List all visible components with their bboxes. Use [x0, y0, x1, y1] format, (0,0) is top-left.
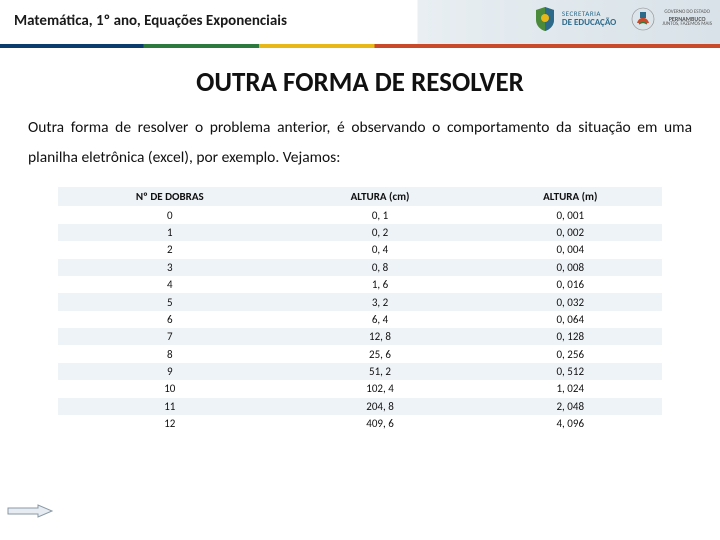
header-logos: SECRETARIA DE EDUCAÇÃO GOVERNO DO ESTADO… [534, 6, 712, 32]
table-cell: 0, 4 [282, 241, 479, 258]
table-cell: 0, 256 [479, 345, 662, 362]
table-cell: 3 [58, 259, 282, 276]
table-cell: 25, 6 [282, 345, 479, 362]
table-row: 20, 40, 004 [58, 241, 662, 258]
table-row: 12409, 64, 096 [58, 415, 662, 432]
table-cell: 0, 512 [479, 363, 662, 380]
arrow-icon [6, 504, 54, 518]
table-row: 712, 80, 128 [58, 328, 662, 345]
table-cell: 10 [58, 380, 282, 397]
table-cell: 0 [58, 206, 282, 223]
table-cell: 1, 6 [282, 276, 479, 293]
table-row: 53, 20, 032 [58, 293, 662, 310]
table-cell: 8 [58, 345, 282, 362]
table-cell: 1, 024 [479, 380, 662, 397]
table-cell: 0, 016 [479, 276, 662, 293]
data-table: Nº DE DOBRASALTURA (cm)ALTURA (m) 00, 10… [58, 187, 662, 432]
table-cell: 2 [58, 241, 282, 258]
table-cell: 1 [58, 224, 282, 241]
table-cell: 0, 032 [479, 293, 662, 310]
table-row: 825, 60, 256 [58, 345, 662, 362]
table-cell: 6 [58, 311, 282, 328]
table-cell: 102, 4 [282, 380, 479, 397]
logo-pernambuco: GOVERNO DO ESTADO PERNAMBUCO JUNTOS, FAZ… [630, 6, 712, 32]
table-cell: 9 [58, 363, 282, 380]
table-header-cell: Nº DE DOBRAS [58, 187, 282, 206]
logo-line: JUNTOS, FAZEMOS MAIS [662, 22, 712, 28]
table-row: 951, 20, 512 [58, 363, 662, 380]
table-cell: 409, 6 [282, 415, 479, 432]
table-row: 30, 80, 008 [58, 259, 662, 276]
data-table-wrap: Nº DE DOBRASALTURA (cm)ALTURA (m) 00, 10… [28, 187, 692, 432]
logo-secretaria: SECRETARIA DE EDUCAÇÃO [534, 6, 616, 32]
body-paragraph: Outra forma de resolver o problema anter… [28, 113, 692, 173]
table-header-cell: ALTURA (cm) [282, 187, 479, 206]
table-header-cell: ALTURA (m) [479, 187, 662, 206]
table-cell: 0, 008 [479, 259, 662, 276]
table-cell: 4, 096 [479, 415, 662, 432]
slide-content: OUTRA FORMA DE RESOLVER Outra forma de r… [0, 48, 720, 432]
table-row: 11204, 82, 048 [58, 398, 662, 415]
table-row: 10, 20, 002 [58, 224, 662, 241]
table-cell: 12 [58, 415, 282, 432]
table-cell: 0, 128 [479, 328, 662, 345]
table-row: 41, 60, 016 [58, 276, 662, 293]
table-cell: 7 [58, 328, 282, 345]
table-cell: 3, 2 [282, 293, 479, 310]
table-cell: 0, 2 [282, 224, 479, 241]
table-cell: 2, 048 [479, 398, 662, 415]
table-row: 66, 40, 064 [58, 311, 662, 328]
table-cell: 12, 8 [282, 328, 479, 345]
table-cell: 51, 2 [282, 363, 479, 380]
state-emblem-icon [630, 6, 656, 32]
table-row: 00, 10, 001 [58, 206, 662, 223]
shield-icon [534, 6, 556, 32]
page-title: OUTRA FORMA DE RESOLVER [28, 66, 692, 99]
table-cell: 11 [58, 398, 282, 415]
table-cell: 0, 004 [479, 241, 662, 258]
table-cell: 5 [58, 293, 282, 310]
logo-state-text: GOVERNO DO ESTADO PERNAMBUCO JUNTOS, FAZ… [662, 10, 712, 28]
table-cell: 4 [58, 276, 282, 293]
logo-line: DE EDUCAÇÃO [562, 18, 616, 28]
table-cell: 0, 002 [479, 224, 662, 241]
table-cell: 0, 8 [282, 259, 479, 276]
table-cell: 0, 1 [282, 206, 479, 223]
table-cell: 0, 064 [479, 311, 662, 328]
table-cell: 204, 8 [282, 398, 479, 415]
table-cell: 0, 001 [479, 206, 662, 223]
logo-secretaria-text: SECRETARIA DE EDUCAÇÃO [562, 10, 616, 28]
slide-header: Matemática, 1º ano, Equações Exponenciai… [0, 0, 720, 48]
table-row: 10102, 41, 024 [58, 380, 662, 397]
table-cell: 6, 4 [282, 311, 479, 328]
